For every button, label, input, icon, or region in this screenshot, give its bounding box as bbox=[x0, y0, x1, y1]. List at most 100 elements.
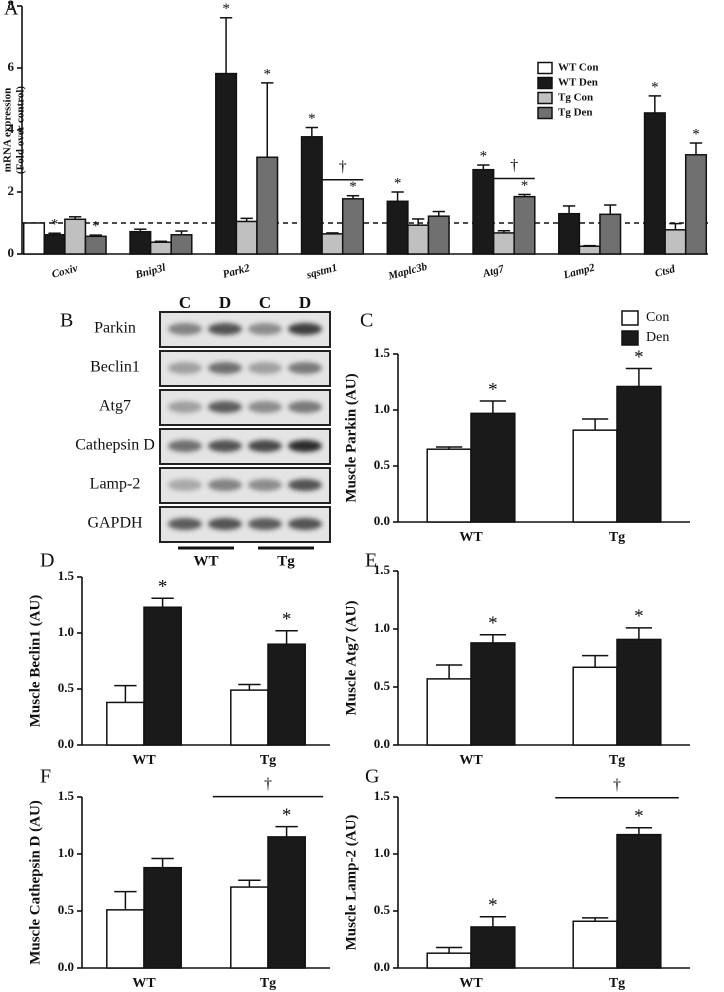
blot-band bbox=[168, 518, 202, 530]
y-tick-label: 0 bbox=[8, 245, 15, 260]
significance-label: * bbox=[158, 577, 168, 598]
group-label: WT bbox=[193, 553, 218, 569]
panel-letter: E bbox=[365, 550, 377, 572]
blot-band bbox=[168, 440, 202, 452]
dagger-label: † bbox=[264, 775, 272, 792]
x-tick-label: WT bbox=[459, 976, 483, 991]
legend-swatch bbox=[621, 310, 639, 326]
x-tick-label: Atg7 bbox=[481, 263, 506, 281]
blot-band bbox=[248, 323, 282, 335]
bar bbox=[230, 689, 269, 746]
significance-label: * bbox=[51, 217, 59, 233]
significance-label: * bbox=[488, 895, 498, 916]
blot-band bbox=[288, 323, 322, 335]
dagger-label: † bbox=[510, 157, 518, 174]
y-axis-label: Muscle Atg7 (AU) bbox=[343, 601, 359, 716]
y-tick-label: 2 bbox=[8, 183, 15, 198]
blot-band bbox=[208, 401, 242, 413]
lane-label: D bbox=[219, 293, 231, 312]
bar bbox=[426, 678, 472, 746]
bar bbox=[43, 234, 66, 255]
bar bbox=[513, 195, 536, 255]
dagger-label: † bbox=[339, 158, 347, 175]
bar bbox=[470, 412, 516, 523]
x-tick-label: Maplc3b bbox=[386, 260, 429, 282]
row-label: Cathepsin D bbox=[75, 437, 155, 454]
y-tick-label: 0.5 bbox=[374, 902, 391, 917]
y-tick-label: 0.0 bbox=[374, 736, 390, 751]
y-tick-label: 1.0 bbox=[374, 845, 390, 860]
lane-label: C bbox=[179, 293, 191, 312]
bar bbox=[643, 112, 666, 255]
x-tick-label: Park2 bbox=[221, 262, 251, 281]
bar bbox=[215, 72, 238, 255]
lane-label: C bbox=[259, 293, 271, 312]
significance-label: * bbox=[222, 1, 230, 17]
blot-band bbox=[288, 362, 322, 374]
blot-band bbox=[168, 401, 202, 413]
y-tick-label: 1.0 bbox=[374, 620, 390, 635]
significance-label: * bbox=[488, 379, 498, 400]
bar bbox=[578, 245, 601, 255]
significance-label: * bbox=[634, 347, 644, 368]
y-axis-label: mRNA expression bbox=[2, 88, 14, 172]
bar bbox=[170, 234, 193, 255]
y-axis-label: Muscle Beclin1 (AU) bbox=[27, 595, 43, 727]
significance-label: * bbox=[282, 805, 292, 826]
y-axis-label: (Fold over control) bbox=[15, 86, 27, 175]
bar bbox=[407, 224, 430, 255]
bar bbox=[341, 198, 365, 255]
x-tick-label: Tg bbox=[609, 753, 625, 768]
y-tick-label: 1.0 bbox=[58, 845, 74, 860]
y-axis-label: Muscle Parkin (AU) bbox=[343, 373, 359, 502]
y-tick-label: 0.5 bbox=[374, 457, 391, 472]
bar bbox=[106, 701, 145, 746]
bar bbox=[230, 886, 269, 969]
bar bbox=[572, 429, 618, 523]
bar bbox=[321, 233, 344, 255]
lane-label: D bbox=[299, 293, 311, 312]
y-axis-label: Muscle Lamp-2 (AU) bbox=[343, 815, 359, 951]
bar bbox=[256, 156, 279, 255]
significance-label: * bbox=[521, 178, 529, 194]
bar bbox=[267, 836, 306, 969]
row-label: GAPDH bbox=[87, 515, 143, 532]
x-tick-label: Tg bbox=[260, 753, 276, 768]
y-tick-label: 6 bbox=[8, 59, 15, 74]
panel-letter: F bbox=[40, 766, 51, 788]
significance-label: * bbox=[308, 111, 316, 127]
bar bbox=[470, 926, 516, 969]
x-tick-label: WT bbox=[132, 976, 156, 991]
y-tick-label: 8 bbox=[8, 0, 15, 12]
y-tick-label: 0.0 bbox=[374, 513, 390, 528]
blot-band bbox=[168, 362, 202, 374]
row-label: Atg7 bbox=[99, 398, 131, 415]
blot-band bbox=[208, 323, 242, 335]
bar bbox=[149, 241, 172, 255]
bar bbox=[300, 136, 323, 255]
blot-band bbox=[208, 362, 242, 374]
bar bbox=[386, 200, 409, 255]
bar bbox=[106, 909, 145, 969]
legend-label: Con bbox=[646, 310, 669, 325]
bar bbox=[572, 666, 618, 746]
y-tick-label: 0.0 bbox=[58, 959, 74, 974]
panel-letter: A bbox=[4, 0, 19, 20]
bar bbox=[84, 235, 107, 255]
blot-band bbox=[288, 479, 322, 491]
y-tick-label: 0.0 bbox=[58, 736, 74, 751]
bar bbox=[572, 920, 618, 969]
x-tick-label: WT bbox=[132, 753, 156, 768]
x-tick-label: Bnip3l bbox=[133, 262, 168, 282]
blot-band bbox=[248, 362, 282, 374]
legend-label: WT Den bbox=[558, 77, 598, 89]
legend-swatch bbox=[537, 61, 553, 75]
y-tick-label: 0.5 bbox=[374, 678, 391, 693]
legend-swatch bbox=[537, 106, 553, 120]
x-tick-label: WT bbox=[459, 530, 483, 545]
significance-label: * bbox=[282, 609, 292, 630]
blot-band bbox=[168, 323, 202, 335]
y-tick-label: 1.5 bbox=[374, 788, 391, 803]
